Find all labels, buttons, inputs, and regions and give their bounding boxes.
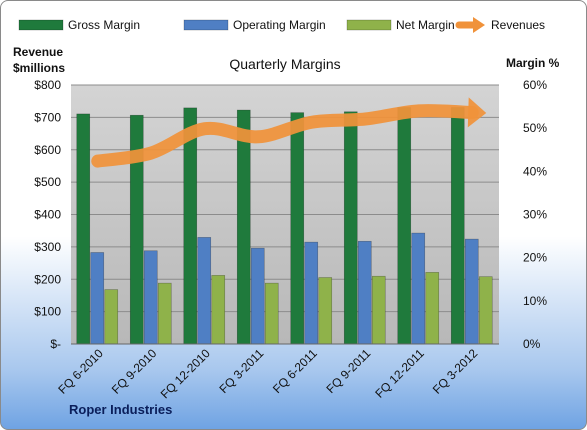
y-axis-right-title: Margin % (506, 56, 560, 70)
y-axis-left-title-line1: Revenue (13, 45, 63, 59)
y-right-tick-label: 40% (523, 164, 547, 178)
y-left-tick-label: $100 (34, 305, 61, 319)
net-margin-legend-swatch (346, 19, 392, 31)
y-right-tick-label: 50% (523, 121, 547, 135)
y-left-tick-label: $400 (34, 208, 61, 222)
y-left-tick-label: $700 (34, 110, 61, 124)
gross-margin-bar (397, 107, 412, 345)
y-right-tick-label: 10% (523, 294, 547, 308)
net-margin-legend-label: Net Margin (396, 18, 455, 32)
net-margin-bar (211, 275, 226, 345)
y-left-tick-label: $300 (34, 240, 61, 254)
revenue-line-path (91, 104, 479, 168)
gross-margin-bar (236, 109, 251, 345)
y-right-tick-label: 0% (523, 337, 541, 351)
x-tick-label: FQ 3-2011 (217, 346, 267, 396)
operating-margin-legend-label: Operating Margin (233, 18, 326, 32)
operating-margin-bar (464, 238, 479, 345)
gross-margin-bar (183, 107, 198, 345)
chart-title: Quarterly Margins (229, 56, 340, 72)
y-axis-left-title-line2: $millions (13, 61, 65, 75)
operating-margin-bar (250, 247, 265, 345)
gross-margin-bar (76, 113, 91, 345)
x-tick-label: FQ 12-2010 (158, 346, 213, 401)
revenue-arrow-head (467, 97, 487, 128)
net-margin-bar (264, 282, 279, 345)
operating-margin-bar (143, 250, 158, 345)
revenues-legend-arrow (473, 17, 485, 33)
operating-margin-bar (90, 252, 105, 345)
y-left-tick-label: $800 (34, 78, 61, 92)
operating-margin-legend-swatch (183, 19, 229, 31)
y-right-tick-label: 20% (523, 251, 547, 265)
y-right-tick-label: 60% (523, 78, 547, 92)
gross-margin-bar (450, 107, 465, 345)
y-left-tick-label: $600 (34, 143, 61, 157)
operating-margin-bar (357, 240, 372, 345)
legend: Gross Margin Operating Margin Net Margin Re… (18, 17, 545, 33)
gross-margin-bar (343, 111, 358, 345)
x-tick-label: FQ 6-2010 (55, 346, 106, 397)
y-left-tick-label: $- (50, 337, 61, 351)
operating-margin-bar (411, 232, 426, 345)
net-margin-bar (425, 272, 440, 345)
revenues-legend-label: Revenues (491, 18, 545, 32)
y-axis-left: $- $100 $200 $300 $400 $500 $600 $700 $800 (34, 78, 61, 351)
net-margin-bar (478, 276, 493, 345)
operating-margin-bar (197, 237, 212, 345)
net-margin-bar (104, 289, 119, 345)
x-tick-label: FQ 3-2012 (430, 346, 481, 397)
y-left-tick-label: $200 (34, 272, 61, 286)
net-margin-bar (157, 282, 172, 345)
x-tick-label: FQ 6-2011 (270, 346, 320, 396)
net-margin-bar (371, 275, 386, 345)
bars (76, 107, 493, 345)
company-name: Roper Industries (69, 402, 173, 417)
y-left-tick-label: $500 (34, 175, 61, 189)
gross-margin-bar (290, 112, 305, 345)
net-margin-bar (318, 277, 333, 345)
gross-margin-legend-label: Gross Margin (68, 18, 140, 32)
gross-margin-legend-swatch (18, 19, 64, 31)
y-right-tick-label: 30% (523, 208, 547, 222)
x-tick-label: FQ 9-2010 (109, 346, 160, 397)
revenue-line (91, 97, 487, 168)
x-tick-label: FQ 12-2011 (372, 346, 427, 401)
x-tick-label: FQ 9-2011 (324, 346, 374, 396)
y-axis-right: 0% 10% 20% 30% 40% 50% 60% (523, 78, 547, 351)
operating-margin-bar (304, 241, 319, 345)
